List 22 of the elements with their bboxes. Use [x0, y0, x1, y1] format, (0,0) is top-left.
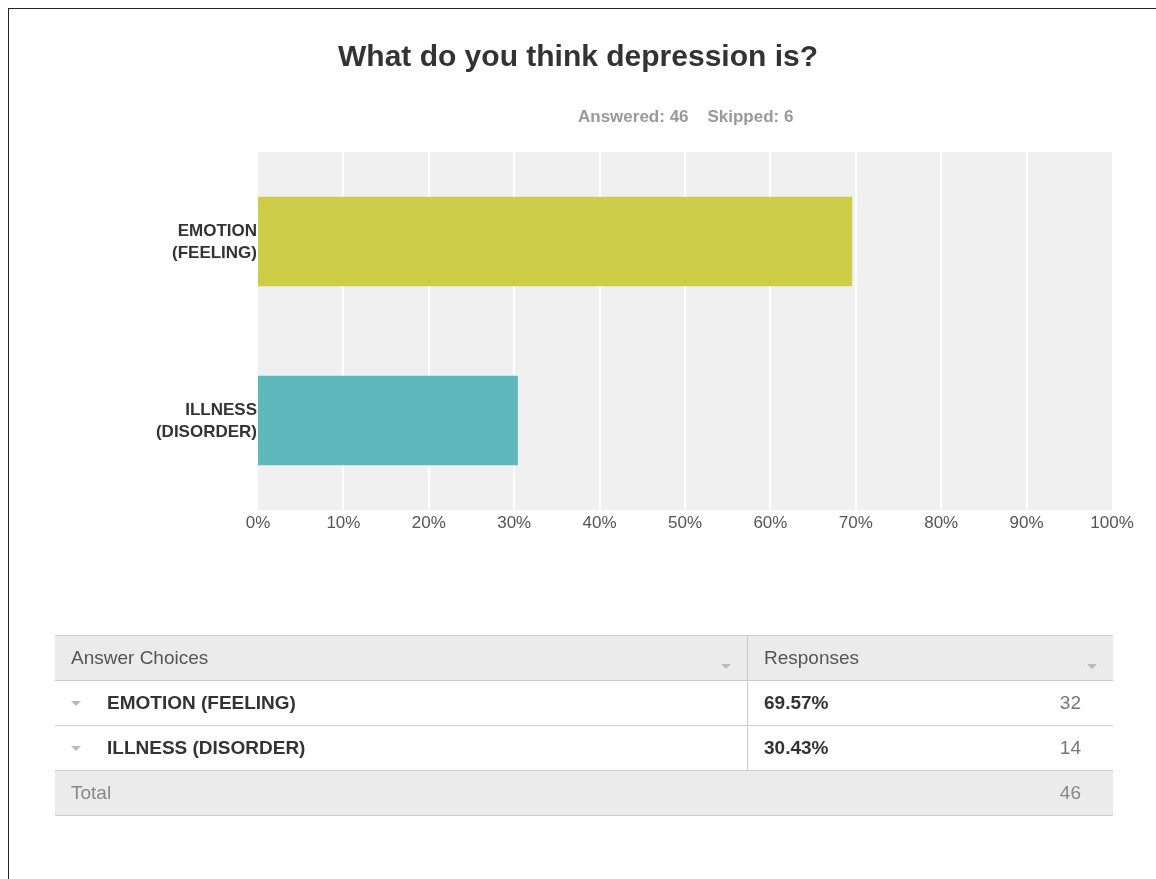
category-label: EMOTION (FEELING) [107, 692, 296, 713]
text: 32 [960, 680, 1113, 726]
x-tick-label: 90% [1009, 513, 1044, 532]
x-tick-label: 70% [838, 513, 873, 532]
x-tick-label: 0% [245, 513, 271, 532]
x-tick-label: 100% [1090, 513, 1134, 532]
chart-subtitle: Answered: 46 Skipped: 6 [578, 107, 794, 126]
x-tick-label: 80% [924, 513, 959, 532]
x-tick-label: 50% [667, 513, 703, 532]
x-tick-label: 40% [582, 513, 617, 532]
text: Responses [747, 635, 1113, 681]
text: 69.57% [764, 692, 829, 713]
x-tick-label: 60% [753, 513, 788, 532]
text: 14 [960, 725, 1113, 771]
text: 46 [960, 770, 1113, 816]
text: Answer Choices [55, 635, 748, 681]
x-tick-label: 20% [411, 513, 446, 532]
x-tick-label: 10% [326, 513, 361, 532]
x-tick-label: 30% [497, 513, 532, 532]
chart-title: What do you think depression is? [337, 38, 819, 72]
text: Total [55, 770, 961, 816]
text: 30.43% [764, 737, 829, 758]
